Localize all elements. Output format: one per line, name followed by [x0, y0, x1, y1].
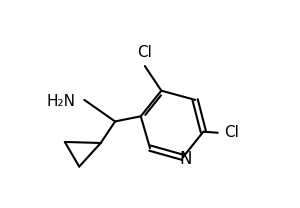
Text: Cl: Cl — [137, 45, 152, 60]
Text: Cl: Cl — [224, 125, 239, 140]
Text: N: N — [180, 150, 192, 168]
Text: H₂N: H₂N — [46, 94, 75, 109]
